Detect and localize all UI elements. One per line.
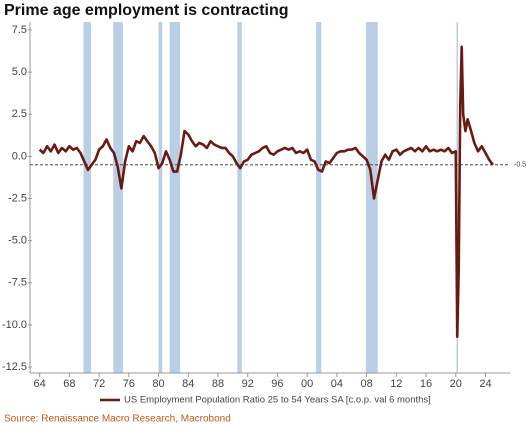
- y-tick-label: -2.5: [8, 192, 27, 204]
- x-tick-label: 12: [390, 378, 402, 390]
- y-tick-label: -10.0: [2, 319, 27, 331]
- recession-band: [158, 22, 163, 373]
- x-tick-label: 80: [152, 378, 164, 390]
- recession-band: [83, 22, 91, 373]
- reference-label: -0.5: [514, 162, 526, 169]
- x-tick-label: 68: [63, 378, 75, 390]
- x-tick-label: 88: [212, 378, 224, 390]
- x-tick-label: 04: [331, 378, 343, 390]
- x-tick-label: 96: [271, 378, 283, 390]
- y-tick-label: -7.5: [8, 277, 27, 289]
- x-tick-label: 16: [420, 378, 432, 390]
- x-tick-label: 24: [479, 378, 491, 390]
- x-tick-label: 20: [450, 378, 462, 390]
- x-tick-label: 64: [34, 378, 46, 390]
- chart-title: Prime age employment is contracting: [4, 2, 289, 19]
- y-tick-label: 2.5: [12, 108, 27, 120]
- data-line: [38, 45, 494, 338]
- x-tick-label: 76: [123, 378, 135, 390]
- y-tick-label: 0.0: [12, 150, 27, 162]
- source: Source: Renaissance Macro Research, Macr…: [4, 414, 231, 425]
- legend-label: US Employment Population Ratio 25 to 54 …: [124, 395, 431, 406]
- recession-band: [365, 22, 378, 373]
- x-tick-label: 72: [93, 378, 105, 390]
- x-tick-label: 92: [242, 378, 254, 390]
- y-tick-label: 7.5: [12, 24, 27, 36]
- recession-band: [113, 22, 123, 373]
- recession-band: [316, 22, 322, 373]
- recession-band: [237, 22, 242, 373]
- x-tick-label: 08: [360, 378, 372, 390]
- y-tick-label: -5.0: [8, 235, 27, 247]
- y-tick-label: 5.0: [12, 66, 27, 78]
- x-tick-label: 00: [301, 378, 313, 390]
- y-tick-label: -12.5: [2, 361, 27, 373]
- recession-band: [169, 22, 181, 373]
- x-tick-label: 84: [182, 378, 194, 390]
